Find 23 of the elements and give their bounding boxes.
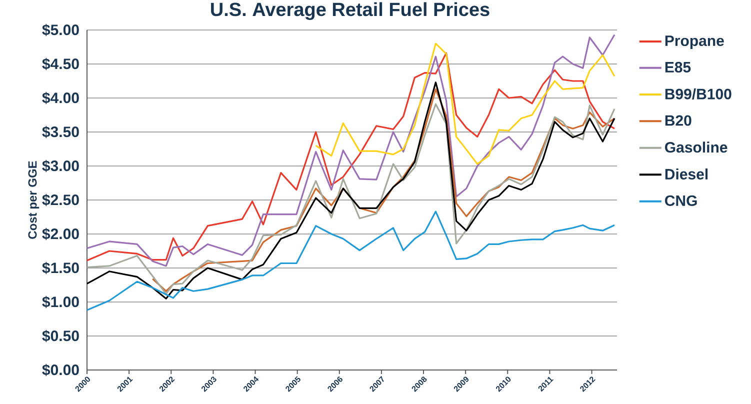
y-tick-label: $1.00: [42, 296, 79, 308]
legend-label: E85: [665, 62, 691, 73]
chart-title: U.S. Average Retail Fuel Prices: [211, 2, 490, 20]
y-tick-label: $5.00: [42, 24, 79, 36]
y-axis-title: Cost per GGE: [28, 161, 40, 239]
y-tick-label: $4.00: [42, 92, 79, 104]
legend-label: B20: [665, 115, 692, 126]
y-tick-label: $4.50: [42, 58, 79, 70]
y-tick-label: $2.00: [42, 228, 79, 240]
legend-label: B99/B100: [665, 88, 732, 100]
y-tick-label: $0.00: [42, 364, 79, 376]
line-series: [86, 210, 616, 311]
legend-label: CNG: [665, 195, 697, 206]
line-series: [315, 42, 616, 165]
legend-label: Diesel: [665, 168, 708, 180]
y-tick-label: $3.50: [42, 126, 79, 138]
y-tick-label: $3.00: [42, 160, 79, 172]
y-tick-label: $1.50: [42, 262, 79, 274]
legend-label: Gasoline: [665, 142, 728, 153]
legend-label: Propane: [665, 36, 724, 50]
y-tick-label: $0.50: [42, 330, 79, 342]
line-series: [152, 88, 616, 292]
y-tick-label: $2.50: [42, 194, 79, 206]
